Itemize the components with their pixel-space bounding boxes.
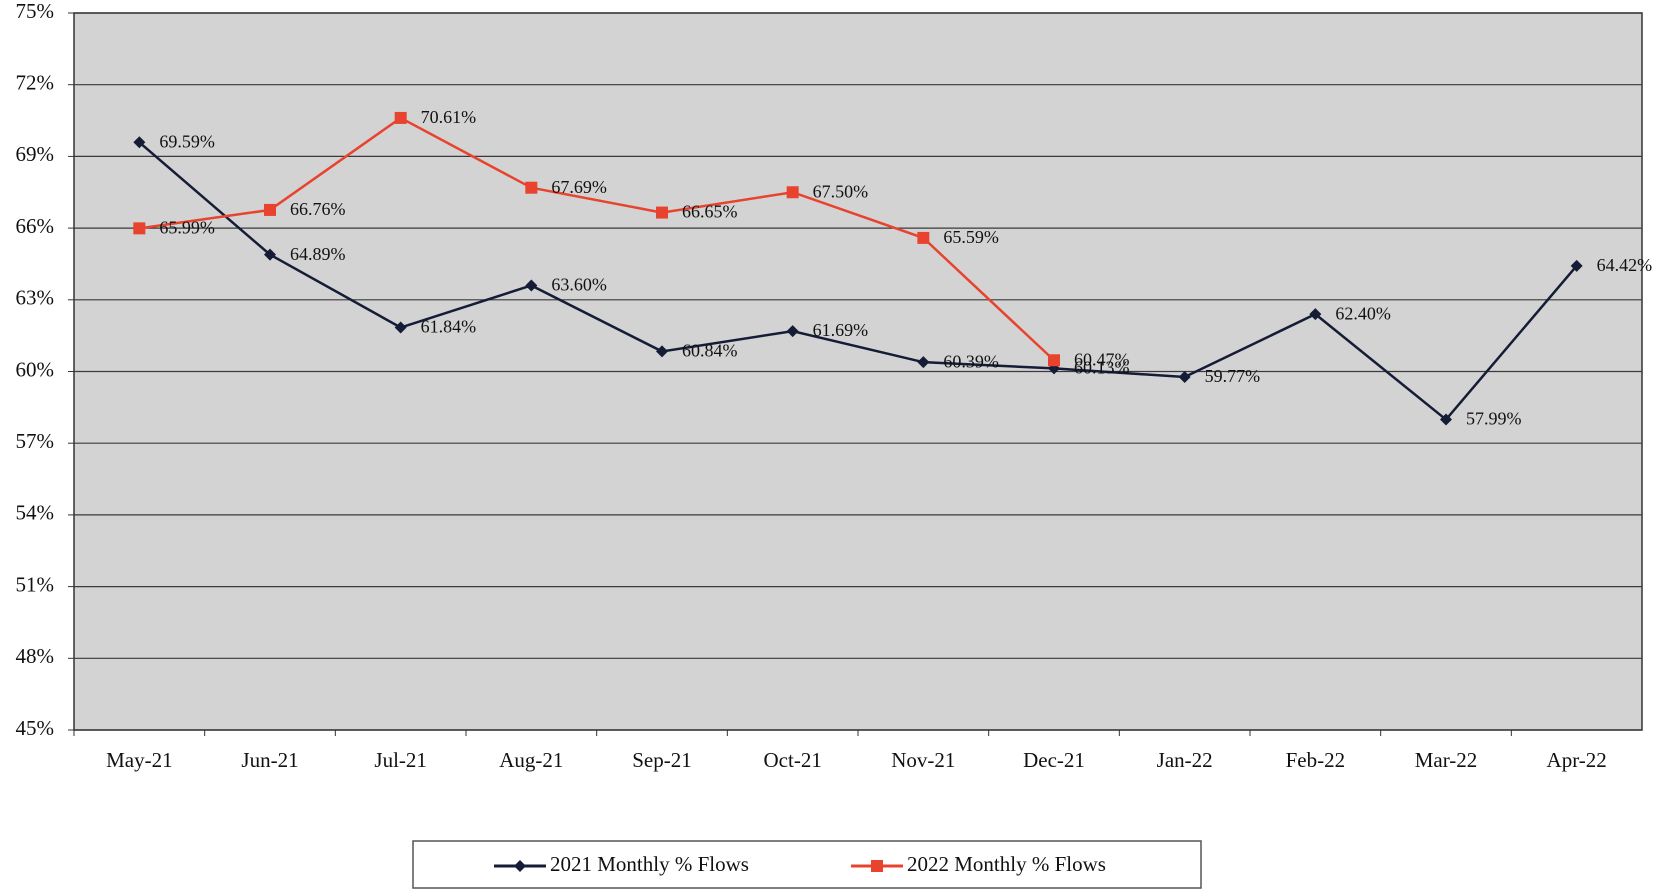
y-tick-label: 63%	[16, 286, 55, 310]
data-point	[525, 279, 538, 292]
x-tick-label: Jun-21	[241, 748, 298, 772]
x-tick-label: Jul-21	[374, 748, 427, 772]
data-point	[786, 325, 799, 338]
data-label: 60.39%	[943, 351, 999, 371]
legend-marker	[871, 860, 883, 872]
y-tick-label: 48%	[16, 644, 55, 668]
data-point	[1309, 308, 1322, 321]
data-label: 62.40%	[1335, 303, 1391, 323]
y-tick-label: 66%	[16, 214, 55, 238]
x-tick-label: May-21	[106, 748, 173, 772]
data-point	[525, 181, 538, 194]
legend-label: 2021 Monthly % Flows	[550, 852, 749, 876]
data-point	[133, 222, 146, 235]
data-label: 61.84%	[421, 317, 477, 337]
data-label: 65.59%	[943, 227, 999, 247]
data-point	[394, 321, 407, 334]
x-tick-label: Oct-21	[764, 748, 822, 772]
x-tick-label: Nov-21	[891, 748, 955, 772]
data-label: 60.47%	[1074, 349, 1130, 369]
x-tick-label: Jan-22	[1157, 748, 1213, 772]
data-point	[786, 186, 799, 199]
data-label: 67.69%	[551, 177, 607, 197]
data-label: 66.76%	[290, 199, 346, 219]
x-tick-label: Aug-21	[499, 748, 563, 772]
data-point	[917, 356, 930, 369]
data-point	[1570, 259, 1583, 272]
data-label: 69.59%	[159, 131, 215, 151]
data-label: 60.84%	[682, 341, 738, 361]
data-label: 59.77%	[1205, 366, 1261, 386]
data-point	[264, 203, 276, 216]
data-point	[394, 111, 407, 124]
data-label: 57.99%	[1466, 409, 1522, 429]
series-line	[139, 116, 1055, 362]
data-label: 70.61%	[421, 107, 477, 127]
x-tick-label: Sep-21	[632, 748, 692, 772]
legend-marker	[514, 860, 526, 872]
data-label: 64.42%	[1597, 255, 1653, 275]
y-tick-label: 75%	[16, 0, 55, 23]
data-point	[264, 248, 276, 261]
data-point	[1048, 354, 1060, 367]
data-point	[656, 206, 668, 219]
data-point	[656, 345, 668, 358]
x-tick-label: Mar-22	[1415, 748, 1478, 772]
y-tick-label: 57%	[16, 429, 55, 453]
x-tick-label: Apr-22	[1547, 748, 1607, 772]
x-tick-label: Feb-22	[1286, 748, 1346, 772]
data-point	[1178, 370, 1191, 383]
y-tick-label: 60%	[16, 357, 55, 381]
y-tick-label: 72%	[16, 71, 55, 95]
data-label: 64.89%	[290, 244, 346, 264]
data-label: 65.99%	[159, 217, 215, 237]
data-label: 61.69%	[813, 320, 869, 340]
legend-label: 2022 Monthly % Flows	[907, 852, 1106, 876]
data-point	[917, 231, 930, 244]
y-tick-label: 69%	[16, 142, 55, 166]
data-label: 67.50%	[813, 181, 869, 201]
x-tick-label: Dec-21	[1023, 748, 1085, 772]
data-label: 63.60%	[551, 275, 607, 295]
y-tick-label: 51%	[16, 572, 55, 596]
data-point	[1440, 413, 1452, 426]
data-label: 66.65%	[682, 202, 738, 222]
data-point	[133, 136, 146, 149]
y-tick-label: 45%	[16, 716, 55, 740]
series-line	[138, 141, 1578, 422]
data-label: 60.13%	[1074, 358, 1130, 378]
y-tick-label: 54%	[16, 501, 55, 525]
